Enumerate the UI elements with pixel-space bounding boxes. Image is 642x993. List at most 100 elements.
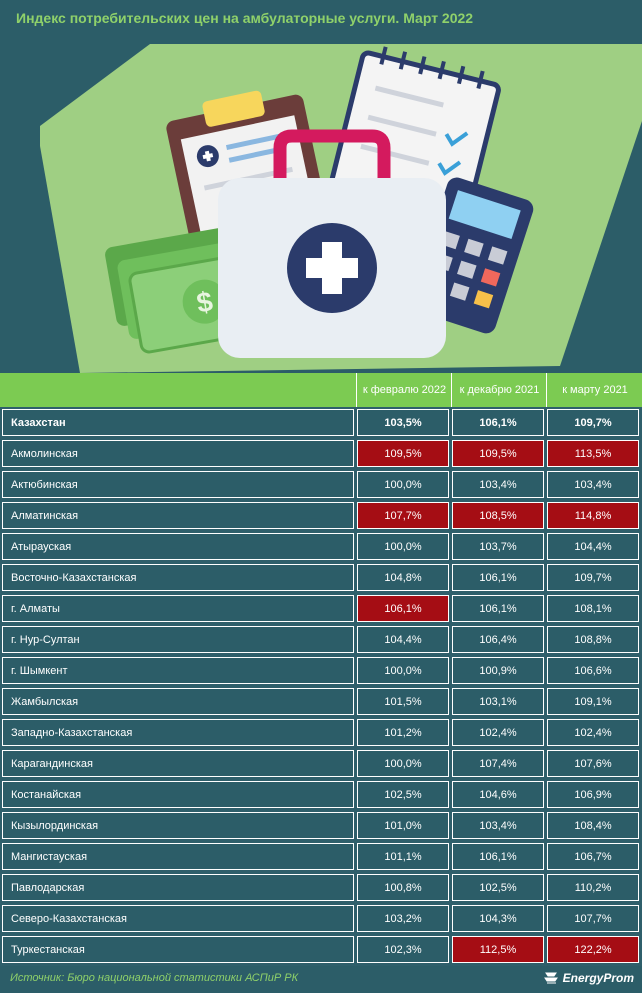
table-row: Северо-Казахстанская 103,2% 104,3% 107,7% <box>0 904 642 935</box>
cpi-value-cell: 103,5% <box>357 409 449 436</box>
cpi-value-cell: 104,4% <box>357 626 449 653</box>
cpi-value-cell: 108,8% <box>547 626 639 653</box>
source-note: Источник: Бюро национальной статистики А… <box>10 972 299 984</box>
table-row: Мангистауская 101,1% 106,1% 106,7% <box>0 842 642 873</box>
cpi-value-cell: 107,6% <box>547 750 639 777</box>
region-name: Атырауская <box>2 533 354 560</box>
cpi-value-cell: 101,1% <box>357 843 449 870</box>
table-row: Павлодарская 100,8% 102,5% 110,2% <box>0 873 642 904</box>
cpi-value-cell: 114,8% <box>547 502 639 529</box>
page-title: Индекс потребительских цен на амбулаторн… <box>0 0 642 36</box>
region-name: Алматинская <box>2 502 354 529</box>
table-row: Атырауская 100,0% 103,7% 104,4% <box>0 532 642 563</box>
cpi-value-cell: 106,6% <box>547 657 639 684</box>
table-row: г. Шымкент 100,0% 100,9% 106,6% <box>0 656 642 687</box>
cpi-value-cell: 103,4% <box>547 471 639 498</box>
table-row: Алматинская 107,7% 108,5% 114,8% <box>0 501 642 532</box>
cpi-value-cell: 113,5% <box>547 440 639 467</box>
cpi-value-cell: 106,1% <box>452 564 544 591</box>
cpi-table: Казахстан 103,5% 106,1% 109,7% Акмолинская 10… <box>0 408 642 966</box>
cpi-value-cell: 100,0% <box>357 657 449 684</box>
cpi-value-cell: 108,1% <box>547 595 639 622</box>
column-header-dec-2021: к декабрю 2021 <box>451 373 547 407</box>
cpi-value-cell: 109,7% <box>547 564 639 591</box>
region-name: Казахстан <box>2 409 354 436</box>
cpi-value-cell: 101,5% <box>357 688 449 715</box>
cpi-value-cell: 100,0% <box>357 533 449 560</box>
cpi-value-cell: 106,1% <box>452 843 544 870</box>
region-name: Костанайская <box>2 781 354 808</box>
region-name: Туркестанская <box>2 936 354 963</box>
cpi-value-cell: 122,2% <box>547 936 639 963</box>
hero-illustration: $ <box>0 36 642 373</box>
table-row: Костанайская 102,5% 104,6% 106,9% <box>0 780 642 811</box>
region-name: Карагандинская <box>2 750 354 777</box>
region-name: Актюбинская <box>2 471 354 498</box>
cpi-value-cell: 100,9% <box>452 657 544 684</box>
table-row: г. Нур-Султан 104,4% 106,4% 108,8% <box>0 625 642 656</box>
cpi-value-cell: 102,5% <box>452 874 544 901</box>
cpi-value-cell: 103,4% <box>452 471 544 498</box>
cpi-value-cell: 109,7% <box>547 409 639 436</box>
header-strip <box>0 373 642 407</box>
cpi-value-cell: 100,0% <box>357 750 449 777</box>
cpi-value-cell: 106,7% <box>547 843 639 870</box>
cpi-value-cell: 107,4% <box>452 750 544 777</box>
cpi-value-cell: 102,4% <box>547 719 639 746</box>
energyprom-logo-icon <box>543 972 558 984</box>
table-row: Кызылординская 101,0% 103,4% 108,4% <box>0 811 642 842</box>
region-name: г. Шымкент <box>2 657 354 684</box>
region-name: Мангистауская <box>2 843 354 870</box>
table-row: Акмолинская 109,5% 109,5% 113,5% <box>0 439 642 470</box>
cpi-value-cell: 108,5% <box>452 502 544 529</box>
cpi-value-cell: 104,6% <box>452 781 544 808</box>
cpi-value-cell: 102,5% <box>357 781 449 808</box>
table-row: Казахстан 103,5% 106,1% 109,7% <box>0 408 642 439</box>
cpi-value-cell: 104,8% <box>357 564 449 591</box>
cpi-value-cell: 102,3% <box>357 936 449 963</box>
region-name: Северо-Казахстанская <box>2 905 354 932</box>
region-name: г. Алматы <box>2 595 354 622</box>
cpi-value-cell: 104,4% <box>547 533 639 560</box>
cpi-value-cell: 100,8% <box>357 874 449 901</box>
footer: Источник: Бюро национальной статистики А… <box>0 966 642 993</box>
table-row: Восточно-Казахстанская 104,8% 106,1% 109,7% <box>0 563 642 594</box>
cpi-value-cell: 106,1% <box>452 595 544 622</box>
logo-text: EnergyProm <box>562 971 634 985</box>
cpi-value-cell: 101,2% <box>357 719 449 746</box>
table-row: Туркестанская 102,3% 112,5% 122,2% <box>0 935 642 966</box>
cpi-value-cell: 103,1% <box>452 688 544 715</box>
cpi-value-cell: 106,1% <box>452 409 544 436</box>
energyprom-logo: EnergyProm <box>543 970 634 986</box>
cpi-value-cell: 103,7% <box>452 533 544 560</box>
cpi-value-cell: 109,1% <box>547 688 639 715</box>
column-header-mar-2021: к марту 2021 <box>546 373 642 407</box>
cpi-value-cell: 103,2% <box>357 905 449 932</box>
cpi-value-cell: 108,4% <box>547 812 639 839</box>
table-row: Жамбылская 101,5% 103,1% 109,1% <box>0 687 642 718</box>
svg-text:$: $ <box>194 285 215 318</box>
cpi-value-cell: 104,3% <box>452 905 544 932</box>
region-name: Восточно-Казахстанская <box>2 564 354 591</box>
region-name: г. Нур-Султан <box>2 626 354 653</box>
cpi-value-cell: 106,4% <box>452 626 544 653</box>
cpi-value-cell: 109,5% <box>357 440 449 467</box>
region-name: Кызылординская <box>2 812 354 839</box>
column-header-feb-2022: к февралю 2022 <box>356 373 452 407</box>
region-name: Акмолинская <box>2 440 354 467</box>
cpi-value-cell: 100,0% <box>357 471 449 498</box>
cpi-value-cell: 110,2% <box>547 874 639 901</box>
region-name: Павлодарская <box>2 874 354 901</box>
medical-illustration: $ <box>40 44 642 373</box>
cpi-value-cell: 103,4% <box>452 812 544 839</box>
cpi-value-cell: 101,0% <box>357 812 449 839</box>
cpi-value-cell: 102,4% <box>452 719 544 746</box>
table-row: г. Алматы 106,1% 106,1% 108,1% <box>0 594 642 625</box>
cpi-value-cell: 109,5% <box>452 440 544 467</box>
cpi-value-cell: 106,9% <box>547 781 639 808</box>
region-name: Жамбылская <box>2 688 354 715</box>
cpi-value-cell: 106,1% <box>357 595 449 622</box>
region-name: Западно-Казахстанская <box>2 719 354 746</box>
cpi-value-cell: 107,7% <box>357 502 449 529</box>
table-row: Западно-Казахстанская 101,2% 102,4% 102,4% <box>0 718 642 749</box>
